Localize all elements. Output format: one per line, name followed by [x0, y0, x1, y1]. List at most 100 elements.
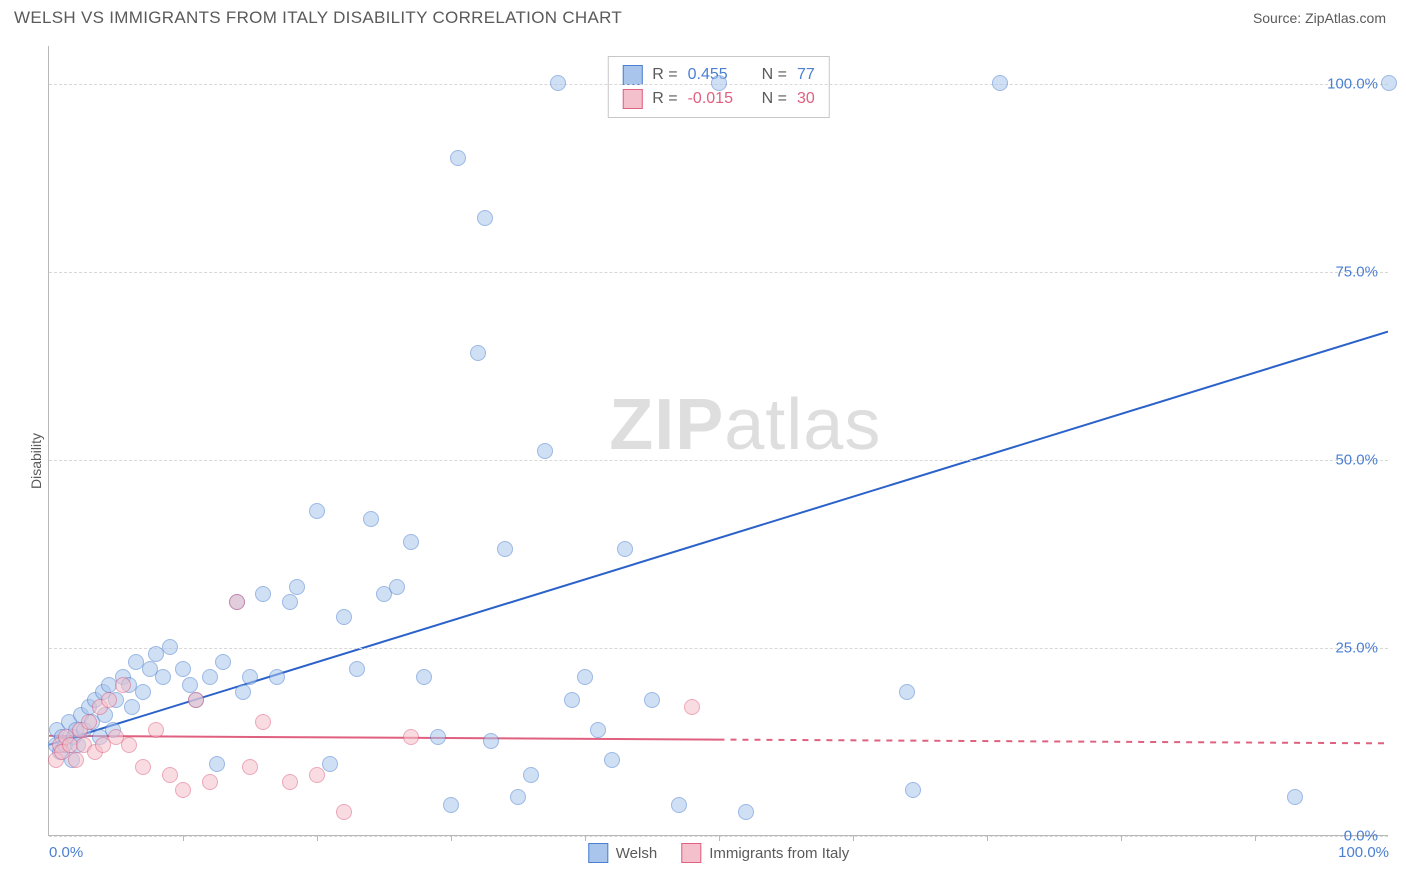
y-tick-label: 50.0% — [1335, 451, 1378, 468]
data-point — [711, 75, 727, 91]
x-tick-label: 0.0% — [49, 844, 83, 861]
data-point — [550, 75, 566, 91]
r-value: -0.015 — [688, 90, 752, 108]
data-point — [644, 692, 660, 708]
data-point — [162, 767, 178, 783]
data-point — [336, 804, 352, 820]
data-point — [349, 661, 365, 677]
y-tick-label: 0.0% — [1344, 828, 1378, 845]
data-point — [1381, 75, 1397, 91]
data-point — [671, 797, 687, 813]
data-point — [684, 699, 700, 715]
legend-label: Welsh — [616, 845, 657, 862]
source-prefix: Source: — [1253, 10, 1305, 26]
x-tick-minor — [719, 835, 720, 841]
data-point — [336, 609, 352, 625]
data-point — [363, 511, 379, 527]
r-label: R = — [652, 66, 677, 84]
source-name: ZipAtlas.com — [1305, 10, 1386, 26]
x-tick-label: 100.0% — [1338, 844, 1389, 861]
data-point — [617, 541, 633, 557]
data-point — [309, 503, 325, 519]
data-point — [577, 669, 593, 685]
series-legend: WelshImmigrants from Italy — [588, 843, 849, 863]
data-point — [255, 714, 271, 730]
data-point — [510, 789, 526, 805]
x-tick-minor — [451, 835, 452, 841]
data-point — [289, 579, 305, 595]
chart-title: WELSH VS IMMIGRANTS FROM ITALY DISABILIT… — [14, 8, 622, 28]
n-label: N = — [762, 90, 787, 108]
source-attribution: Source: ZipAtlas.com — [1253, 10, 1386, 26]
legend-item: Welsh — [588, 843, 657, 863]
data-point — [309, 767, 325, 783]
data-point — [135, 759, 151, 775]
data-point — [992, 75, 1008, 91]
data-point — [450, 150, 466, 166]
trendline-dashed — [719, 740, 1389, 744]
trendline-solid — [49, 736, 719, 740]
data-point — [68, 752, 84, 768]
data-point — [101, 692, 117, 708]
x-tick-minor — [987, 835, 988, 841]
r-label: R = — [652, 90, 677, 108]
x-tick-minor — [585, 835, 586, 841]
data-point — [899, 684, 915, 700]
data-point — [155, 669, 171, 685]
legend-swatch — [622, 89, 642, 109]
data-point — [229, 594, 245, 610]
data-point — [470, 345, 486, 361]
legend-swatch — [622, 65, 642, 85]
x-tick-minor — [317, 835, 318, 841]
data-point — [188, 692, 204, 708]
data-point — [282, 774, 298, 790]
y-tick-label: 75.0% — [1335, 263, 1378, 280]
data-point — [523, 767, 539, 783]
chart-container: Disability ZIPatlas R =0.455N =77R =-0.0… — [0, 36, 1406, 886]
data-point — [905, 782, 921, 798]
data-point — [81, 714, 97, 730]
data-point — [497, 541, 513, 557]
data-point — [282, 594, 298, 610]
gridline-h — [49, 648, 1388, 649]
data-point — [269, 669, 285, 685]
data-point — [182, 677, 198, 693]
data-point — [403, 534, 419, 550]
data-point — [443, 797, 459, 813]
y-tick-label: 100.0% — [1327, 75, 1378, 92]
data-point — [1287, 789, 1303, 805]
data-point — [537, 443, 553, 459]
data-point — [115, 677, 131, 693]
n-value: 77 — [797, 66, 815, 84]
watermark-bold: ZIP — [609, 385, 724, 465]
data-point — [124, 699, 140, 715]
data-point — [242, 759, 258, 775]
y-tick-label: 25.0% — [1335, 639, 1378, 656]
trendlines-svg — [49, 46, 1388, 835]
data-point — [483, 733, 499, 749]
watermark-light: atlas — [724, 385, 881, 465]
data-point — [209, 756, 225, 772]
legend-swatch — [588, 843, 608, 863]
n-value: 30 — [797, 90, 815, 108]
data-point — [416, 669, 432, 685]
x-tick-minor — [1121, 835, 1122, 841]
data-point — [564, 692, 580, 708]
x-tick-minor — [1255, 835, 1256, 841]
gridline-h — [49, 460, 1388, 461]
data-point — [175, 782, 191, 798]
data-point — [389, 579, 405, 595]
data-point — [175, 661, 191, 677]
data-point — [215, 654, 231, 670]
data-point — [202, 774, 218, 790]
data-point — [121, 737, 137, 753]
legend-swatch — [681, 843, 701, 863]
gridline-h — [49, 272, 1388, 273]
data-point — [202, 669, 218, 685]
data-point — [604, 752, 620, 768]
plot-area: ZIPatlas R =0.455N =77R =-0.015N =30 Wel… — [48, 46, 1388, 836]
data-point — [242, 669, 258, 685]
data-point — [590, 722, 606, 738]
x-tick-minor — [183, 835, 184, 841]
data-point — [235, 684, 251, 700]
